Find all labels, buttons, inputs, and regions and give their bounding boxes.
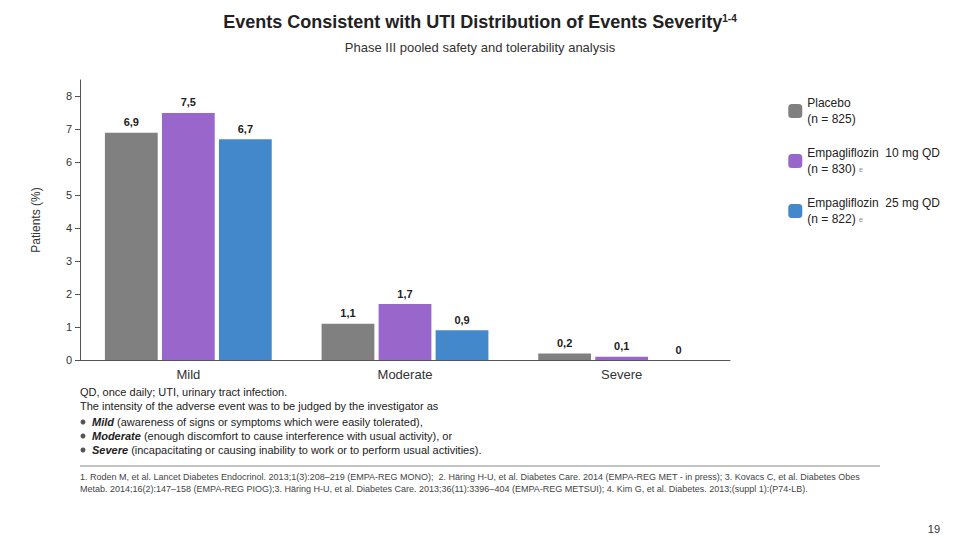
svg-text:7: 7 bbox=[66, 123, 72, 135]
svg-text:0,9: 0,9 bbox=[454, 314, 469, 326]
svg-text:Moderate: Moderate bbox=[92, 430, 141, 442]
svg-text:(incapacitating or causing ina: (incapacitating or causing inability to … bbox=[128, 444, 481, 456]
svg-text:Empagliflozin 10 mg QD: Empagliflozin 10 mg QD bbox=[807, 146, 940, 160]
svg-text:Metab. 2014;16(2):147–158 (EMP: Metab. 2014;16(2):147–158 (EMPA-REG PIOG… bbox=[80, 484, 808, 494]
svg-text:Empagliflozin 25 mg QD: Empagliflozin 25 mg QD bbox=[807, 196, 940, 210]
svg-text:Events Consistent with UTI Dis: Events Consistent with UTI Distribution … bbox=[223, 12, 722, 32]
svg-text:1. Roden M, et al. Lancet Diab: 1. Roden M, et al. Lancet Diabetes Endoc… bbox=[80, 472, 862, 482]
svg-text:(n = 822): (n = 822) bbox=[807, 212, 859, 226]
svg-text:Patients (%): Patients (%) bbox=[29, 187, 43, 252]
svg-text:6,7: 6,7 bbox=[238, 123, 253, 135]
svg-text:6,9: 6,9 bbox=[124, 116, 139, 128]
svg-text:5: 5 bbox=[66, 189, 72, 201]
svg-text:19: 19 bbox=[928, 523, 940, 535]
svg-text:8: 8 bbox=[66, 90, 72, 102]
svg-text:Placebo: Placebo bbox=[807, 96, 851, 110]
svg-text:(awareness of signs or symptom: (awareness of signs or symptoms which we… bbox=[114, 416, 423, 428]
svg-text:Moderate: Moderate bbox=[378, 367, 433, 382]
svg-text:4: 4 bbox=[66, 222, 72, 234]
svg-text:(n = 825): (n = 825) bbox=[807, 112, 855, 126]
svg-text:6: 6 bbox=[66, 156, 72, 168]
svg-text:1,1: 1,1 bbox=[340, 307, 355, 319]
svg-text:(n = 830): (n = 830) bbox=[807, 162, 859, 176]
svg-text:Severe: Severe bbox=[601, 367, 642, 382]
svg-text:Severe: Severe bbox=[92, 444, 128, 456]
svg-text:0: 0 bbox=[676, 344, 682, 356]
svg-text:0: 0 bbox=[66, 354, 72, 366]
svg-text:The intensity of the adverse e: The intensity of the adverse event was t… bbox=[80, 400, 439, 412]
svg-text:7,5: 7,5 bbox=[181, 96, 196, 108]
svg-text:Mild: Mild bbox=[176, 367, 200, 382]
svg-text:0,1: 0,1 bbox=[614, 340, 629, 352]
svg-text:1-4: 1-4 bbox=[722, 13, 737, 24]
svg-text:Mild: Mild bbox=[92, 416, 114, 428]
svg-text:1,7: 1,7 bbox=[397, 288, 412, 300]
svg-text:(enough discomfort to cause in: (enough discomfort to cause interference… bbox=[141, 430, 453, 442]
svg-text:0,2: 0,2 bbox=[557, 337, 572, 349]
svg-text:e: e bbox=[859, 216, 863, 223]
svg-text:e: e bbox=[859, 166, 863, 173]
svg-text:2: 2 bbox=[66, 288, 72, 300]
svg-text:3: 3 bbox=[66, 255, 72, 267]
svg-text:1: 1 bbox=[66, 321, 72, 333]
svg-text:QD, once daily; UTI, urinary t: QD, once daily; UTI, urinary tract infec… bbox=[80, 386, 287, 398]
svg-text:Phase III pooled safety and to: Phase III pooled safety and tolerability… bbox=[345, 40, 616, 55]
